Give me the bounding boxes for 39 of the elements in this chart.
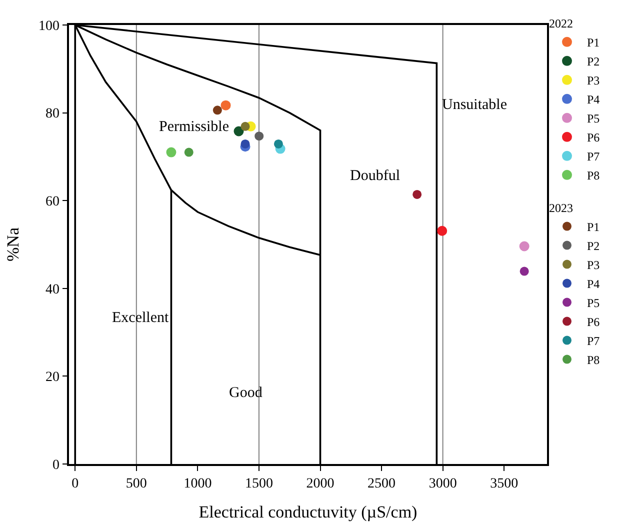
- x-tick-label: 0: [72, 476, 79, 492]
- legend-label: P4: [587, 276, 600, 291]
- legend-label: P7: [587, 334, 600, 348]
- x-tick-label: 500: [126, 476, 147, 492]
- y-tick-label: 20: [45, 370, 60, 386]
- x-tick-label: 1000: [184, 476, 212, 492]
- annotation: Doubful: [350, 168, 400, 184]
- legend-label: P4: [587, 92, 600, 107]
- text: 2022: [549, 16, 573, 30]
- legend-label: P1: [587, 36, 600, 50]
- legend-label: P5: [587, 296, 600, 310]
- legend-label: P7: [587, 150, 600, 164]
- x-axis-title: Electrical conductuvity (µS/cm): [198, 502, 418, 522]
- y-axis-title: %Na: [4, 227, 22, 262]
- y-tick-label: 40: [45, 282, 60, 298]
- y-tick-label: 100: [38, 18, 60, 34]
- y-tick-label: 0: [52, 458, 60, 473]
- annotation: Excellent: [112, 310, 170, 326]
- y-tick-label: 80: [45, 106, 60, 122]
- legend-label: P3: [587, 74, 600, 88]
- legend-label: P8: [587, 168, 600, 183]
- legend-label: P8: [587, 352, 600, 367]
- legend-label: P2: [587, 54, 600, 69]
- legend-label: P1: [587, 220, 600, 234]
- annotation: Unsuitable: [442, 97, 508, 113]
- annotation: Permissible: [159, 119, 230, 135]
- annotation: Good: [229, 385, 263, 401]
- y-tick-label: 60: [45, 194, 60, 210]
- x-tick-label: 3000: [428, 476, 457, 492]
- text: 2023: [549, 200, 573, 215]
- x-tick-label: 1500: [244, 476, 273, 492]
- x-tick-label: 2000: [306, 476, 334, 492]
- legend-label: P3: [587, 258, 600, 272]
- legend-label: P6: [587, 130, 600, 145]
- x-tick-label: 2500: [368, 476, 396, 492]
- x-tick-label: 3500: [490, 476, 518, 492]
- legend-label: P5: [587, 112, 600, 126]
- legend-label: P2: [587, 238, 600, 253]
- legend-label: P6: [587, 314, 600, 329]
